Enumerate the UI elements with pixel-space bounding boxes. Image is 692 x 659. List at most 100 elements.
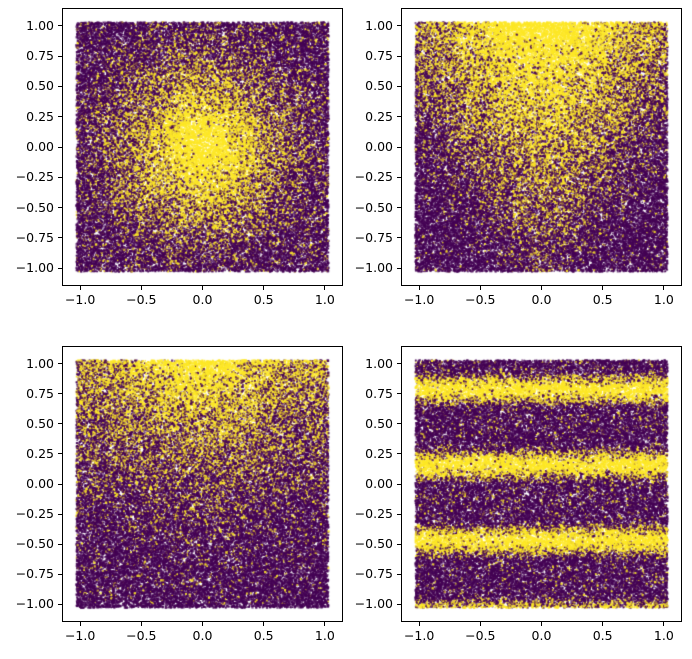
y-tick-mark [58, 393, 62, 395]
y-tick-label: −0.25 [354, 506, 393, 522]
y-tick-label: −0.25 [354, 169, 393, 185]
x-tick-mark [602, 286, 604, 290]
x-tick-label: −1.0 [403, 628, 435, 643]
y-tick-label: 0.50 [365, 415, 393, 431]
x-tick-mark [541, 286, 542, 290]
y-tick-mark [397, 116, 401, 118]
y-tick-label: 0.25 [365, 108, 393, 124]
y-tick-label: −0.25 [15, 169, 54, 185]
y-tick-label: 1.00 [26, 355, 54, 371]
x-tick-label: −0.5 [126, 628, 157, 643]
y-tick-label: 0.00 [26, 476, 54, 491]
x-tick-label: 1.0 [653, 628, 674, 643]
y-tick-label: 1.00 [365, 17, 393, 33]
y-tick-label: 0.75 [365, 385, 393, 401]
y-tick-mark [397, 393, 401, 395]
subplot-top-left: −1.0 −0.5 0.0 0.5 1.0 1.00 0.75 0.50 0.25 0.00 −0.… [16, 8, 343, 307]
x-tick-mark [418, 286, 420, 290]
x-tick-mark [140, 622, 142, 626]
y-tick-mark [58, 423, 62, 425]
axes-frame [62, 8, 343, 286]
y-tick-mark [397, 85, 401, 87]
y-tick-label: 0.00 [365, 476, 393, 491]
y-tick-mark [58, 207, 62, 209]
x-tick-mark [324, 622, 326, 626]
x-tick-mark [602, 622, 604, 626]
y-tick-mark [58, 176, 62, 178]
y-tick-mark [58, 25, 62, 27]
y-tick-mark [58, 85, 62, 87]
y-tick-label: 0.50 [365, 78, 393, 94]
y-tick-label: 0.00 [26, 139, 54, 154]
y-tick-mark [58, 237, 62, 239]
y-tick-label: 1.00 [26, 17, 54, 33]
y-tick-mark [397, 603, 401, 605]
x-tick-label: 0.0 [192, 628, 213, 643]
scatter-canvas-top-left [63, 9, 342, 285]
x-tick-label: 1.0 [314, 628, 335, 643]
y-tick-label: 0.25 [26, 445, 54, 461]
y-tick-mark [397, 207, 401, 209]
y-tick-mark [397, 146, 401, 148]
y-tick-mark [397, 543, 401, 545]
y-tick-mark [397, 423, 401, 425]
scatter-canvas-top-right [402, 9, 681, 285]
y-tick-label: −0.50 [354, 536, 393, 552]
y-tick-label: 1.00 [365, 355, 393, 371]
y-tick-mark [58, 267, 62, 269]
x-tick-mark [140, 286, 142, 290]
y-tick-label: 0.00 [365, 139, 393, 154]
y-tick-label: 0.75 [26, 385, 54, 401]
y-tick-mark [58, 573, 62, 575]
y-tick-mark [397, 483, 401, 485]
y-tick-label: 0.75 [365, 48, 393, 64]
y-tick-mark [397, 573, 401, 575]
y-tick-mark [397, 453, 401, 455]
x-tick-mark [418, 622, 420, 626]
y-tick-mark [397, 25, 401, 27]
x-tick-label: 0.0 [192, 292, 213, 307]
y-tick-mark [58, 453, 62, 455]
y-tick-label: −0.50 [15, 199, 54, 215]
y-tick-mark [397, 267, 401, 269]
subplot-top-right: −1.0 −0.5 0.0 0.5 1.0 1.00 0.75 0.50 0.25 0.00 −0.… [355, 8, 682, 307]
y-tick-mark [58, 483, 62, 485]
y-tick-label: 0.50 [26, 78, 54, 94]
x-tick-mark [202, 622, 203, 626]
y-tick-label: 0.25 [26, 108, 54, 124]
x-tick-label: 0.5 [592, 292, 613, 307]
y-tick-label: −1.00 [15, 260, 54, 276]
y-tick-mark [58, 55, 62, 57]
x-tick-label: −1.0 [64, 292, 96, 307]
x-tick-label: 0.5 [253, 292, 274, 307]
y-tick-label: −0.75 [354, 229, 393, 245]
y-tick-mark [58, 513, 62, 515]
x-tick-label: 0.0 [531, 628, 552, 643]
x-tick-mark [263, 622, 265, 626]
y-tick-mark [397, 55, 401, 57]
y-tick-label: −0.75 [15, 566, 54, 582]
x-tick-label: 1.0 [653, 292, 674, 307]
subplot-bottom-left: −1.0 −0.5 0.0 0.5 1.0 1.00 0.75 0.50 0.25 0.00 −0.… [16, 346, 343, 643]
y-tick-label: −0.50 [15, 536, 54, 552]
y-tick-label: −0.25 [15, 506, 54, 522]
x-tick-mark [324, 286, 326, 290]
y-tick-label: 0.25 [365, 445, 393, 461]
y-tick-label: −1.00 [354, 596, 393, 612]
axes-frame [401, 8, 682, 286]
y-tick-mark [58, 116, 62, 118]
x-tick-mark [263, 286, 265, 290]
x-tick-mark [663, 286, 665, 290]
subplot-bottom-right: −1.0 −0.5 0.0 0.5 1.0 1.00 0.75 0.50 0.25 0.00 −0.… [355, 346, 682, 643]
scatter-canvas-bottom-left [63, 347, 342, 621]
scatter-canvas-bottom-right [402, 347, 681, 621]
y-tick-mark [397, 237, 401, 239]
y-tick-label: −0.50 [354, 199, 393, 215]
y-tick-label: −0.75 [354, 566, 393, 582]
y-tick-mark [397, 513, 401, 515]
x-tick-mark [79, 622, 81, 626]
y-tick-label: −1.00 [354, 260, 393, 276]
x-tick-mark [663, 622, 665, 626]
x-tick-label: 0.5 [253, 628, 274, 643]
